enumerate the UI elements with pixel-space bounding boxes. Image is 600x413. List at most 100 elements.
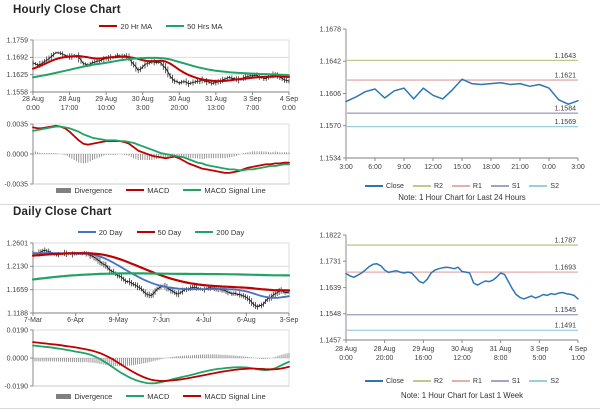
legend-item-r2: R2 <box>412 182 443 190</box>
svg-text:30 Aug: 30 Aug <box>132 96 154 103</box>
svg-text:1.1639: 1.1639 <box>320 285 342 292</box>
svg-text:1.2601: 1.2601 <box>7 240 29 247</box>
hourly-price-chart: 1.1759 1.1692 1.1625 1.1558 28 Aug 0:00 28 Aug… <box>0 36 300 120</box>
intraday-24h-legend: Close R2 R1 S1 S2 <box>340 181 584 191</box>
legend-label: MACD <box>147 185 170 195</box>
svg-text:31 Aug: 31 Aug <box>205 96 227 103</box>
legend-line-swatch <box>126 188 145 192</box>
legend-item-50-hrs-ma: 50 Hrs MA <box>166 21 223 31</box>
svg-text:1.1534: 1.1534 <box>320 155 342 162</box>
svg-text:28 Aug: 28 Aug <box>335 346 357 353</box>
svg-text:0.0035: 0.0035 <box>7 121 29 128</box>
hourly-macd-legend: Divergence MACD MACD Signal Line <box>33 185 289 195</box>
legend-label: 200 Day <box>216 227 245 237</box>
legend-label: S1 <box>511 182 521 190</box>
legend-item-20-day: 20 Day <box>77 228 123 237</box>
svg-text:4 Sep: 4 Sep <box>569 346 587 353</box>
legend-line-swatch <box>195 230 214 234</box>
svg-text:1.1787: 1.1787 <box>555 238 577 245</box>
hourly-close-chart-title: Hourly Close Chart <box>13 4 121 16</box>
svg-text:31 Aug: 31 Aug <box>490 346 512 353</box>
svg-text:30 Aug: 30 Aug <box>451 346 473 353</box>
legend-item-close: Close <box>365 183 404 190</box>
legend-line-swatch <box>412 379 431 383</box>
svg-text:1.1548: 1.1548 <box>320 311 342 318</box>
legend-item-200-day: 200 Day <box>195 228 244 237</box>
legend-line-swatch <box>490 379 509 383</box>
svg-text:30 Aug: 30 Aug <box>168 96 190 103</box>
svg-text:17:00: 17:00 <box>61 105 79 112</box>
svg-text:1.1643: 1.1643 <box>555 53 577 60</box>
svg-text:7-Jun: 7-Jun <box>152 317 170 324</box>
svg-text:1:00: 1:00 <box>571 355 585 362</box>
svg-text:21:00: 21:00 <box>511 164 529 171</box>
svg-text:3:00: 3:00 <box>339 164 353 171</box>
legend-label: Close <box>386 182 404 190</box>
svg-text:15:00: 15:00 <box>453 164 471 171</box>
legend-item-50-day: 50 Day <box>136 228 181 237</box>
legend-line-swatch <box>490 184 509 188</box>
svg-text:0:00: 0:00 <box>339 355 353 362</box>
legend-item-20-hr-ma: 20 Hr MA <box>99 22 152 31</box>
legend-line-swatch <box>529 184 548 188</box>
svg-text:1.1491: 1.1491 <box>555 323 577 330</box>
legend-item-close: Close <box>365 378 404 385</box>
legend-line-swatch <box>451 184 470 188</box>
legend-item-r1: R1 <box>451 183 482 190</box>
legend-item-macd: MACD <box>126 392 169 401</box>
legend-label: 50 Hrs MA <box>187 21 223 31</box>
svg-text:12:00: 12:00 <box>424 164 442 171</box>
svg-text:1.1569: 1.1569 <box>555 119 577 126</box>
intraday-24h-chart: 1.1678 1.1642 1.1606 1.1570 1.1534 3:00 6:00 9:… <box>300 22 600 182</box>
legend-line-swatch <box>365 379 384 383</box>
legend-item-r2: R2 <box>412 378 443 385</box>
svg-text:1.1693: 1.1693 <box>555 265 577 272</box>
svg-text:1.1584: 1.1584 <box>555 106 577 113</box>
legend-label: Divergence <box>74 185 113 195</box>
intraday-24h-note: Note: 1 Hour Chart for Last 24 Hours <box>398 193 526 202</box>
svg-text:1.1570: 1.1570 <box>320 123 342 130</box>
svg-text:4 Sep: 4 Sep <box>280 96 298 103</box>
legend-label: S1 <box>511 377 521 385</box>
svg-text:0:00: 0:00 <box>26 105 40 112</box>
legend-label: Divergence <box>74 391 113 401</box>
legend-line-swatch <box>529 379 548 383</box>
legend-label: Close <box>386 377 404 385</box>
svg-text:29 Aug: 29 Aug <box>95 96 117 103</box>
legend-line-swatch <box>136 230 155 234</box>
svg-text:10:00: 10:00 <box>97 105 115 112</box>
hourly-price-legend: 20 Hr MA 50 Hrs MA <box>33 21 289 31</box>
svg-text:0:00: 0:00 <box>542 164 556 171</box>
svg-text:1.1625: 1.1625 <box>7 72 29 79</box>
svg-text:0:00: 0:00 <box>282 105 296 112</box>
daily-close-chart-title: Daily Close Chart <box>13 206 112 218</box>
legend-item-s1: S1 <box>490 377 521 385</box>
legend-line-swatch <box>183 394 202 398</box>
svg-text:16:00: 16:00 <box>415 355 433 362</box>
legend-label: S2 <box>550 377 559 385</box>
legend-label: MACD Signal Line <box>204 391 266 401</box>
legend-label: R2 <box>433 182 443 190</box>
svg-text:20:00: 20:00 <box>376 355 394 362</box>
svg-text:1.1731: 1.1731 <box>320 259 342 266</box>
svg-text:4-Jul: 4-Jul <box>196 317 212 324</box>
hourly-macd-chart: 0.0035 0.0000 -0.0035 <box>0 118 300 190</box>
legend-item-r1: R1 <box>451 378 482 385</box>
bottom-divider <box>0 408 600 409</box>
svg-text:28 Aug: 28 Aug <box>59 96 81 103</box>
svg-text:3:00: 3:00 <box>136 105 150 112</box>
legend-label: 20 Hr MA <box>120 21 153 31</box>
svg-text:1.1621: 1.1621 <box>555 73 577 80</box>
legend-item-macd: MACD <box>126 186 169 195</box>
svg-text:1.1188: 1.1188 <box>7 310 28 317</box>
svg-text:1.1642: 1.1642 <box>320 59 342 66</box>
legend-bar-swatch <box>56 187 72 193</box>
legend-bar-swatch <box>56 393 72 399</box>
svg-text:1.1759: 1.1759 <box>7 37 29 44</box>
svg-text:-0.0035: -0.0035 <box>4 181 28 188</box>
svg-text:7-Mar: 7-Mar <box>24 317 43 324</box>
daily-macd-legend: Divergence MACD MACD Signal Line <box>33 391 289 401</box>
legend-line-swatch <box>412 184 431 188</box>
svg-text:3-Sep: 3-Sep <box>280 317 299 324</box>
weekly-1w-legend: Close R2 R1 S1 S2 <box>340 376 584 386</box>
